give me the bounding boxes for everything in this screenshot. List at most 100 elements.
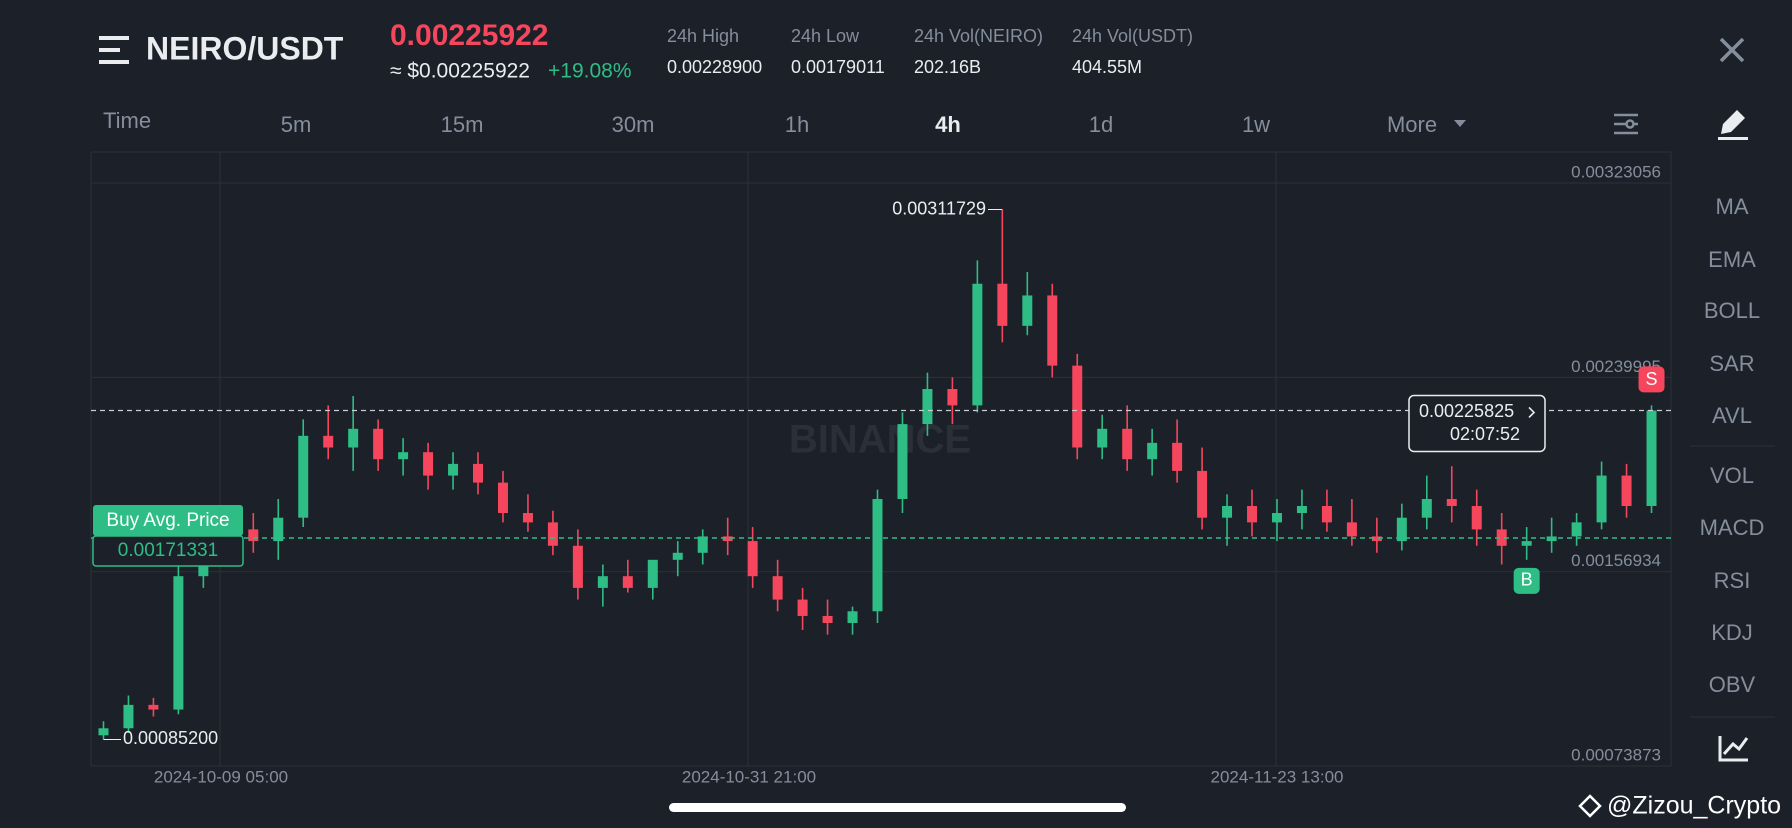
sell-mark-label: S xyxy=(1646,369,1658,389)
stat-label: 24h Vol(NEIRO) xyxy=(914,26,1043,46)
timeframe-tab[interactable]: 1w xyxy=(1242,112,1270,137)
candle-body xyxy=(1321,506,1332,523)
candle-body xyxy=(123,704,134,729)
dropdown-arrow xyxy=(1454,120,1466,127)
candle-body xyxy=(497,482,508,514)
sell-mark[interactable] xyxy=(1638,366,1665,393)
change: +19.08% xyxy=(548,60,632,83)
stat-value: 0.00228900 xyxy=(667,57,762,77)
candle-body xyxy=(947,389,958,406)
indicator[interactable]: OBV xyxy=(1709,672,1756,697)
candle-body xyxy=(248,529,259,542)
stat-value: 202.16B xyxy=(914,57,981,77)
countdown: 02:07:52 xyxy=(1450,424,1520,444)
indicator[interactable]: KDJ xyxy=(1711,620,1753,645)
current-price-box[interactable] xyxy=(1408,394,1546,453)
candle-body xyxy=(872,498,883,612)
candle-body xyxy=(273,517,284,542)
settings-icon[interactable] xyxy=(1614,113,1638,135)
timeframe-tab[interactable]: 1h xyxy=(785,112,809,137)
candle-body xyxy=(1371,536,1382,542)
candle-body xyxy=(1496,529,1507,546)
candle-body xyxy=(772,576,783,600)
indicator[interactable]: MACD xyxy=(1700,515,1765,540)
stat-label: 24h Low xyxy=(791,26,860,46)
pair[interactable]: NEIRO/USDT xyxy=(146,30,344,66)
chevron xyxy=(1528,406,1536,419)
indicator[interactable]: EMA xyxy=(1708,247,1756,272)
credit-icon xyxy=(1578,794,1602,818)
indicator[interactable]: SAR xyxy=(1709,351,1754,376)
indicator[interactable]: MA xyxy=(1716,194,1749,219)
indicator[interactable]: VOL xyxy=(1710,463,1754,488)
x-tick-label: 2024-11-23 13:00 xyxy=(1211,767,1344,786)
candle-body xyxy=(373,428,384,460)
timeframe-tab[interactable]: 1d xyxy=(1089,112,1113,137)
candle-body xyxy=(747,541,758,577)
candle-body xyxy=(1396,517,1407,542)
candle-body xyxy=(423,452,434,476)
menu-icon[interactable] xyxy=(99,36,129,64)
icon-axes xyxy=(1718,736,1748,762)
indicator[interactable]: RSI xyxy=(1714,568,1751,593)
indicator[interactable]: BOLL xyxy=(1704,298,1760,323)
stat-value: 0.00179011 xyxy=(791,57,885,77)
timeframe-tab[interactable]: 4h xyxy=(935,112,961,137)
indicator[interactable]: AVL xyxy=(1712,403,1752,428)
watermark: BINANCE xyxy=(789,418,971,462)
candle-body xyxy=(1197,470,1208,518)
candle-body xyxy=(298,435,309,518)
candle-body xyxy=(1421,498,1432,518)
timeframe-tab[interactable]: More xyxy=(1387,112,1437,137)
icon-line xyxy=(1719,37,1745,63)
high-label: 0.00311729 xyxy=(892,198,986,218)
candle-body xyxy=(572,545,583,588)
icon-base xyxy=(1718,137,1748,140)
candle-body xyxy=(1446,498,1457,507)
candle-body xyxy=(348,428,359,448)
candle-body xyxy=(1122,428,1133,460)
icon-knob xyxy=(1625,119,1635,129)
candle-body xyxy=(1621,475,1632,507)
close-icon[interactable] xyxy=(1719,37,1745,63)
home-indicator[interactable] xyxy=(669,803,1126,812)
credit: @Zizou_Crypto xyxy=(1607,792,1781,820)
current-price: 0.00225825 xyxy=(1419,401,1514,421)
stat-label: 24h High xyxy=(667,26,739,46)
candle-body xyxy=(448,463,459,476)
candle-body xyxy=(1646,410,1657,507)
chart-type-icon[interactable] xyxy=(1718,736,1749,762)
buy-mark[interactable] xyxy=(1513,567,1540,594)
candle-body xyxy=(797,599,808,616)
candle-body xyxy=(1222,506,1233,518)
candle-body xyxy=(647,559,658,588)
candle-body xyxy=(697,536,708,553)
candle-body xyxy=(897,424,908,499)
candle-body xyxy=(1271,513,1282,523)
candle-body xyxy=(847,611,858,623)
indicator-list: MA EMA BOLL SAR AVL VOL MACD RSI KDJ OBV xyxy=(1700,194,1765,697)
timeframe-tab[interactable]: 30m xyxy=(612,112,655,137)
candle-body xyxy=(822,615,833,623)
candle-body xyxy=(1296,506,1307,514)
y-tick-label: 0.00073873 xyxy=(1571,745,1661,764)
draw-icon[interactable] xyxy=(1718,110,1748,140)
last-price: 0.00225922 xyxy=(390,19,549,52)
candle-body xyxy=(1521,541,1532,546)
y-tick-label: 0.00323056 xyxy=(1571,162,1661,181)
icon-line xyxy=(1722,737,1749,756)
candle-body xyxy=(98,728,109,736)
buy-avg-label: Buy Avg. Price xyxy=(106,510,229,531)
price-usd: ≈ $0.00225922 xyxy=(390,60,530,83)
candle-body xyxy=(398,452,409,460)
candle-body xyxy=(972,283,983,406)
candle-body xyxy=(672,552,683,560)
candle-body xyxy=(522,513,533,523)
x-tick-label: 2024-10-09 05:00 xyxy=(154,767,288,786)
stat-label: 24h Vol(USDT) xyxy=(1072,26,1193,46)
timeframe-tab[interactable]: 5m xyxy=(281,112,312,137)
timeframe-tab[interactable]: 15m xyxy=(441,112,484,137)
x-tick-label: 2024-10-31 21:00 xyxy=(682,767,816,786)
